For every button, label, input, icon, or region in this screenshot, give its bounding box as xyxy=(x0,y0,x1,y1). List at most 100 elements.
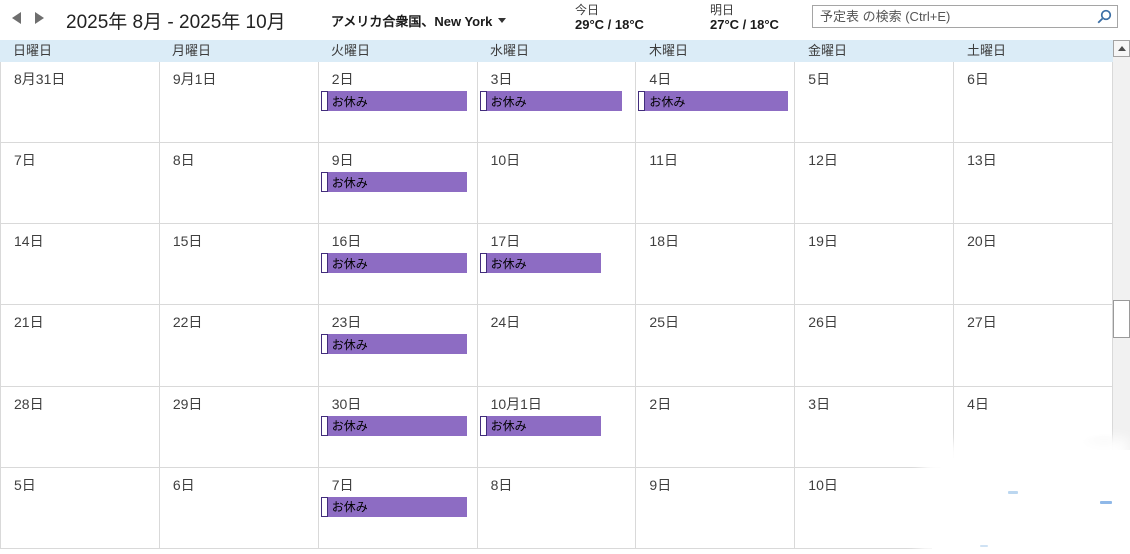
day-cell[interactable]: 28日 xyxy=(1,386,160,468)
weather-location-selector[interactable]: アメリカ合衆国、New York xyxy=(331,11,507,30)
day-cell[interactable]: 26日 xyxy=(795,305,955,387)
date-label[interactable]: 20日 xyxy=(967,233,997,250)
day-cell[interactable]: 17日お休み xyxy=(477,224,637,306)
day-cell[interactable]: 3日お休み xyxy=(477,62,637,144)
calendar-event[interactable]: お休み xyxy=(479,253,601,274)
date-label[interactable]: 8月31日 xyxy=(14,71,66,87)
day-cell[interactable]: 19日 xyxy=(795,224,955,306)
date-label[interactable]: 25日 xyxy=(649,314,679,331)
next-period-button[interactable] xyxy=(30,9,48,27)
calendar-event[interactable]: お休み xyxy=(320,91,467,111)
date-label[interactable]: 6日 xyxy=(172,476,195,493)
day-cell[interactable]: 10日 xyxy=(795,467,955,549)
date-label[interactable]: 12日 xyxy=(808,152,838,169)
date-label[interactable]: 13日 xyxy=(967,152,997,169)
scroll-up-button[interactable] xyxy=(1113,40,1130,57)
scrollbar-thumb[interactable] xyxy=(1113,300,1130,338)
date-label[interactable]: 10月1日 xyxy=(490,395,542,412)
day-cell[interactable]: 24日 xyxy=(477,305,637,387)
date-label[interactable]: 30日 xyxy=(331,395,362,412)
date-label[interactable]: 8日 xyxy=(172,152,195,169)
day-cell[interactable]: 9月1日 xyxy=(159,62,319,144)
day-cell[interactable]: 2日 xyxy=(636,386,796,468)
day-cell[interactable]: 4日お休み xyxy=(636,62,796,144)
day-cell[interactable]: 12日 xyxy=(795,143,955,225)
date-label[interactable]: 3日 xyxy=(490,71,513,87)
day-cell[interactable]: 20日 xyxy=(954,224,1113,306)
day-cell[interactable]: 8日 xyxy=(477,467,637,549)
date-label[interactable]: 14日 xyxy=(14,233,44,250)
day-cell[interactable]: 8月31日 xyxy=(1,62,160,144)
date-label[interactable]: 4日 xyxy=(649,71,672,87)
day-cell[interactable]: 13日 xyxy=(954,143,1113,225)
calendar-event[interactable]: お休み xyxy=(638,91,789,111)
calendar-event[interactable]: お休み xyxy=(479,415,601,436)
day-cell[interactable]: 5日 xyxy=(795,62,955,144)
date-label[interactable]: 2日 xyxy=(649,395,672,412)
day-cell[interactable]: 10月1日お休み xyxy=(477,386,637,468)
calendar-event[interactable]: お休み xyxy=(320,496,467,517)
day-cell[interactable]: 21日 xyxy=(1,305,160,387)
date-label[interactable]: 9月1日 xyxy=(172,71,217,87)
date-label[interactable]: 9日 xyxy=(331,152,354,169)
event-title: お休み xyxy=(331,337,368,352)
search-icon[interactable] xyxy=(1096,9,1112,25)
day-cell[interactable]: 9日 xyxy=(636,467,796,549)
date-label[interactable]: 11日 xyxy=(649,152,678,169)
previous-period-button[interactable] xyxy=(7,9,25,27)
day-cell[interactable]: 27日 xyxy=(954,305,1113,387)
date-label[interactable]: 28日 xyxy=(14,395,44,412)
date-label[interactable]: 5日 xyxy=(808,71,831,87)
day-cell[interactable]: 23日お休み xyxy=(318,305,478,387)
day-cell[interactable]: 2日お休み xyxy=(318,62,478,144)
date-label[interactable]: 17日 xyxy=(490,233,521,250)
date-label[interactable]: 19日 xyxy=(808,233,838,250)
calendar-event[interactable]: お休み xyxy=(320,334,467,355)
calendar-event[interactable]: お休み xyxy=(320,253,467,274)
date-label[interactable]: 16日 xyxy=(331,233,362,250)
date-label[interactable]: 6日 xyxy=(967,71,989,87)
day-cell[interactable]: 18日 xyxy=(636,224,796,306)
date-label[interactable]: 10日 xyxy=(808,476,838,493)
day-cell[interactable]: 5日 xyxy=(1,467,160,549)
date-label[interactable]: 23日 xyxy=(331,314,362,331)
date-label[interactable]: 29日 xyxy=(172,395,203,412)
day-cell[interactable]: 6日 xyxy=(954,62,1113,144)
calendar-event[interactable]: お休み xyxy=(320,172,467,193)
day-cell[interactable]: 29日 xyxy=(159,386,319,468)
date-label[interactable]: 22日 xyxy=(172,314,203,331)
date-label[interactable]: 5日 xyxy=(14,476,36,493)
date-label[interactable]: 9日 xyxy=(649,476,672,493)
date-label[interactable]: 26日 xyxy=(808,314,838,331)
date-label[interactable]: 10日 xyxy=(490,152,521,169)
day-cell[interactable]: 8日 xyxy=(159,143,319,225)
date-label[interactable]: 27日 xyxy=(967,314,997,331)
day-cell[interactable]: 10日 xyxy=(477,143,637,225)
calendar-event[interactable]: お休み xyxy=(320,415,467,436)
day-cell[interactable]: 15日 xyxy=(159,224,319,306)
date-label[interactable]: 24日 xyxy=(490,314,521,331)
vertical-scrollbar[interactable] xyxy=(1113,40,1130,554)
day-cell[interactable]: 22日 xyxy=(159,305,319,387)
date-label[interactable]: 7日 xyxy=(331,476,354,493)
search-input[interactable] xyxy=(813,6,1093,27)
calendar-event[interactable]: お休み xyxy=(479,91,622,111)
day-cell[interactable]: 6日 xyxy=(159,467,319,549)
day-cell[interactable]: 7日お休み xyxy=(318,467,478,549)
date-label[interactable]: 8日 xyxy=(490,476,513,493)
day-cell[interactable]: 11日 xyxy=(636,143,796,225)
day-cell[interactable]: 25日 xyxy=(636,305,796,387)
day-cell[interactable]: 9日お休み xyxy=(318,143,478,225)
day-cell[interactable]: 3日 xyxy=(795,386,955,468)
day-cell[interactable]: 30日お休み xyxy=(318,386,478,468)
day-cell[interactable]: 16日お休み xyxy=(318,224,478,306)
date-label[interactable]: 7日 xyxy=(14,152,36,169)
date-label[interactable]: 15日 xyxy=(172,233,203,250)
date-label[interactable]: 4日 xyxy=(967,395,989,412)
date-label[interactable]: 3日 xyxy=(808,395,831,412)
day-cell[interactable]: 7日 xyxy=(1,143,160,225)
date-label[interactable]: 18日 xyxy=(649,233,679,250)
day-cell[interactable]: 14日 xyxy=(1,224,160,306)
date-label[interactable]: 2日 xyxy=(331,71,354,87)
date-label[interactable]: 21日 xyxy=(14,314,44,331)
